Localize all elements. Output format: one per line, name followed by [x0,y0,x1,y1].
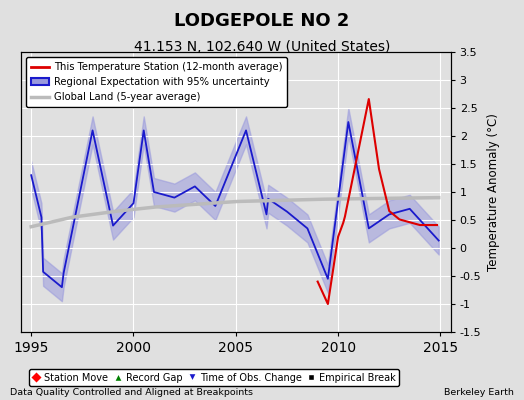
Text: LODGEPOLE NO 2: LODGEPOLE NO 2 [174,12,350,30]
Y-axis label: Temperature Anomaly (°C): Temperature Anomaly (°C) [487,113,500,271]
Legend: Station Move, Record Gap, Time of Obs. Change, Empirical Break: Station Move, Record Gap, Time of Obs. C… [29,369,399,386]
Text: Data Quality Controlled and Aligned at Breakpoints: Data Quality Controlled and Aligned at B… [10,388,254,397]
Text: 41.153 N, 102.640 W (United States): 41.153 N, 102.640 W (United States) [134,40,390,54]
Text: Berkeley Earth: Berkeley Earth [444,388,514,397]
